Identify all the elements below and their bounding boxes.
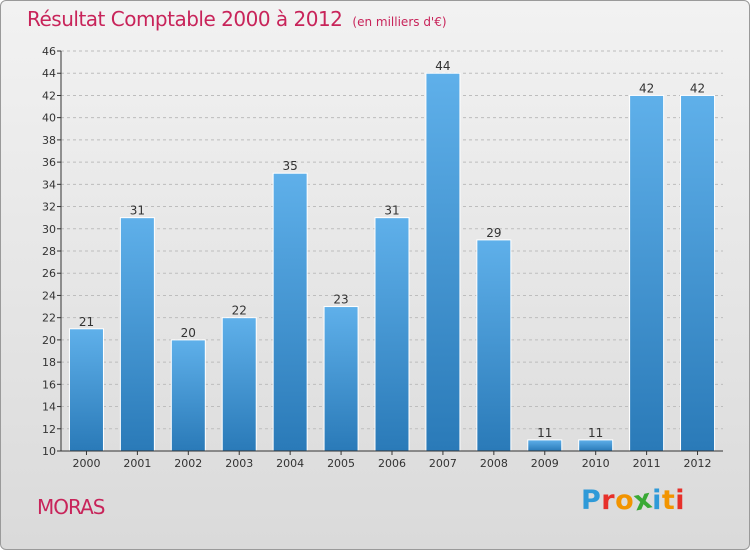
- bar: [629, 94, 665, 452]
- bars: 21 31 20 22 35 23 31 44 29 11 11 42 42: [68, 59, 716, 452]
- y-tick-label: 12: [42, 423, 56, 436]
- chart-unit: (en milliers d'€): [352, 15, 447, 29]
- y-axis-ticks: 10 12 14 16 18 20 22 24 26 28 30 32 34 36 38 40 42 44 46: [42, 45, 61, 458]
- bar-value-label: 11: [537, 426, 552, 440]
- x-tick-label: 2008: [480, 457, 508, 470]
- x-tick-label: 2004: [276, 457, 304, 470]
- y-tick-label: 44: [42, 67, 56, 80]
- bar-value-label: 31: [384, 204, 399, 218]
- x-axis-ticks: 2000 2001 2002 2003 2004 2005 2006 2007 2008 2009…: [72, 451, 712, 470]
- bar-value-label: 42: [639, 81, 654, 95]
- city-name: MORAS: [37, 495, 105, 519]
- bar: [527, 439, 563, 452]
- y-tick-label: 22: [42, 312, 56, 325]
- x-tick-label: 2005: [327, 457, 355, 470]
- y-tick-label: 26: [42, 267, 56, 280]
- bar-value-label: 42: [690, 81, 705, 95]
- bar: [119, 217, 155, 452]
- bar: [221, 317, 257, 452]
- bar: [170, 339, 206, 452]
- y-tick-label: 38: [42, 134, 56, 147]
- y-tick-label: 18: [42, 356, 56, 369]
- x-tick-label: 2012: [684, 457, 712, 470]
- bar: [476, 239, 512, 452]
- x-tick-label: 2003: [225, 457, 253, 470]
- y-tick-label: 14: [42, 401, 56, 414]
- bar: [578, 439, 614, 452]
- proxiti-logo: Proxiti: [581, 483, 686, 517]
- bar: [425, 72, 461, 452]
- bar: [680, 94, 716, 452]
- y-tick-label: 42: [42, 89, 56, 102]
- chart-title: Résultat Comptable 2000 à 2012 (en millie…: [27, 7, 447, 31]
- y-tick-label: 34: [42, 178, 56, 191]
- x-tick-label: 2009: [531, 457, 559, 470]
- x-tick-label: 2010: [582, 457, 610, 470]
- y-tick-label: 40: [42, 112, 56, 125]
- x-tick-label: 2007: [429, 457, 457, 470]
- y-tick-label: 20: [42, 334, 56, 347]
- bar-value-label: 11: [588, 426, 603, 440]
- bar-value-label: 44: [435, 59, 450, 73]
- logo-letter: P: [581, 485, 602, 516]
- x-tick-label: 2000: [72, 457, 100, 470]
- x-tick-label: 2002: [174, 457, 202, 470]
- y-tick-label: 24: [42, 289, 56, 302]
- x-tick-label: 2006: [378, 457, 406, 470]
- y-tick-label: 28: [42, 245, 56, 258]
- bar: [374, 217, 410, 452]
- chart-title-text: Résultat Comptable 2000 à 2012: [27, 7, 343, 31]
- bar-value-label: 29: [486, 226, 501, 240]
- x-tick-label: 2011: [633, 457, 661, 470]
- y-tick-label: 32: [42, 201, 56, 214]
- bar-value-label: 21: [79, 315, 94, 329]
- bar-value-label: 20: [181, 326, 196, 340]
- x-tick-label: 2001: [123, 457, 151, 470]
- y-tick-label: 10: [42, 445, 56, 458]
- bar: [68, 328, 104, 452]
- logo-letter: i: [652, 485, 662, 516]
- bar: [272, 172, 308, 452]
- y-tick-label: 30: [42, 223, 56, 236]
- bar-value-label: 22: [232, 304, 247, 318]
- y-tick-label: 36: [42, 156, 56, 169]
- logo-letter: r: [601, 485, 616, 516]
- bar: [323, 306, 359, 452]
- y-tick-label: 46: [42, 45, 56, 58]
- logo-letter: i: [675, 485, 686, 516]
- bar-value-label: 31: [130, 204, 145, 218]
- logo-letter: t: [661, 485, 676, 516]
- y-tick-label: 16: [42, 378, 56, 391]
- logo-letter: o: [615, 485, 635, 516]
- bar-value-label: 23: [333, 293, 348, 307]
- bar-value-label: 35: [283, 159, 298, 173]
